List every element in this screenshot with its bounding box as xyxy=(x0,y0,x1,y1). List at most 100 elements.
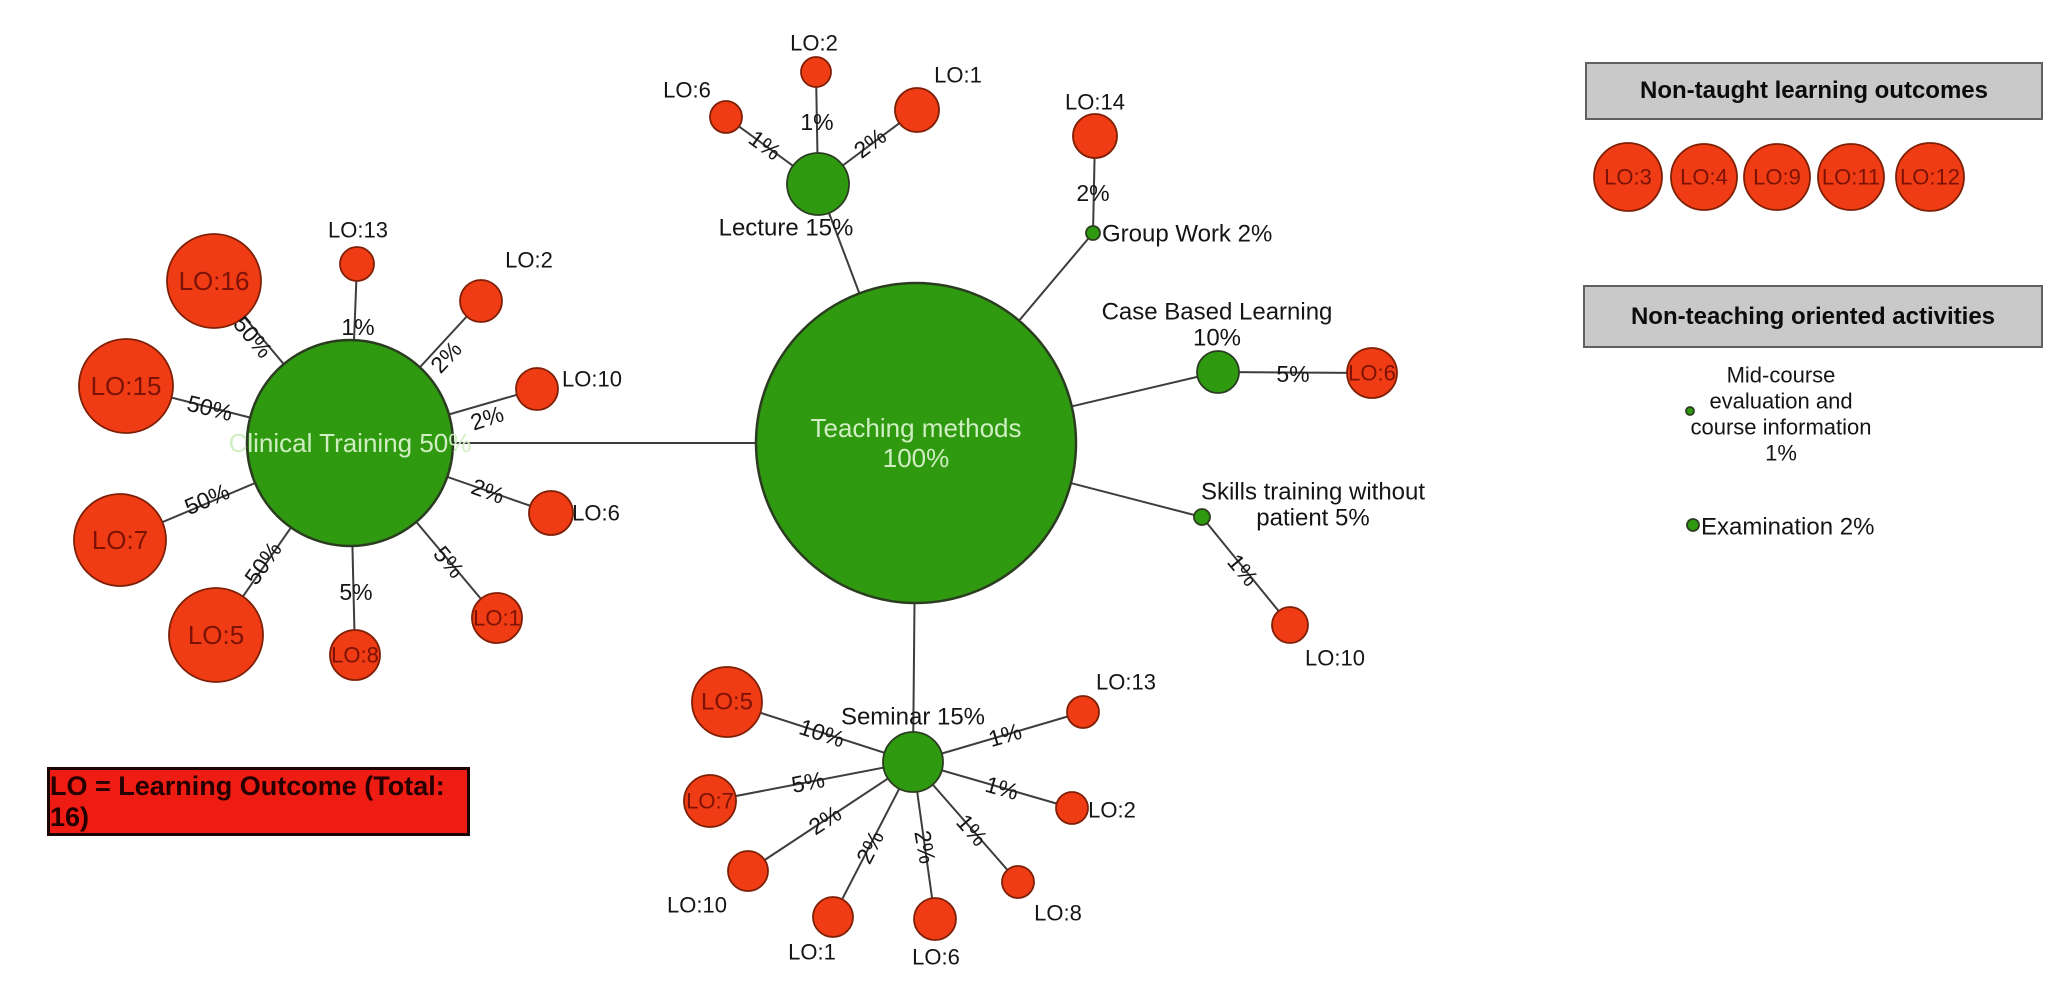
legend-box: LO = Learning Outcome (Total: 16) xyxy=(47,767,470,836)
non-teaching-title: Non-teaching oriented activities xyxy=(1630,302,1996,330)
node-nt3-label: LO:3 xyxy=(1604,165,1652,190)
node-cbl-label: Case Based Learning xyxy=(1102,299,1333,326)
legend-text: LO = Learning Outcome (Total: 16) xyxy=(50,770,445,832)
node-m1-circle xyxy=(812,896,854,938)
node-nt3-circle xyxy=(1593,142,1663,212)
edge-seminar-m13-label: 1% xyxy=(985,718,1024,752)
node-c6-circle xyxy=(528,490,574,536)
edge-seminar-m10-line xyxy=(747,761,914,872)
node-m7-label: LO:7 xyxy=(686,789,734,814)
node-c5-circle xyxy=(168,587,264,683)
node-m13-label: LO:13 xyxy=(1096,670,1156,695)
edge-ct-c10-label: 2% xyxy=(467,400,507,435)
edge-seminar-m1-label: 2% xyxy=(851,826,889,867)
edge-ct-c2-label: 2% xyxy=(425,336,467,378)
node-cbl-label: 10% xyxy=(1193,325,1241,352)
edge-ct-c7-label: 50% xyxy=(181,478,234,520)
node-l1-label: LO:1 xyxy=(934,63,982,88)
node-c16-label: LO:16 xyxy=(179,266,250,296)
node-nt12-label: LO:12 xyxy=(1900,165,1960,190)
node-tm-label: Teaching methods xyxy=(810,413,1021,443)
node-nt11-label: LO:11 xyxy=(1822,165,1880,190)
node-nt4-label: LO:4 xyxy=(1680,165,1728,190)
node-m6-circle xyxy=(913,897,957,941)
node-tm-label: 100% xyxy=(883,443,950,473)
node-c10-label: LO:10 xyxy=(562,367,622,392)
node-c2-circle xyxy=(459,279,503,323)
node-lo14-label: LO:14 xyxy=(1065,90,1125,115)
node-tm-circle xyxy=(754,281,1078,605)
node-m10-label: LO:10 xyxy=(667,893,727,918)
node-middot-label: evaluation and xyxy=(1709,389,1852,414)
node-c1-label: LO:1 xyxy=(473,606,521,631)
edge-seminar-m7-label: 5% xyxy=(789,766,827,798)
node-s10-circle xyxy=(1271,606,1309,644)
node-seminar-label: Seminar 15% xyxy=(841,704,985,731)
node-nt9-label: LO:9 xyxy=(1753,165,1801,190)
node-lo14-circle xyxy=(1072,113,1118,159)
node-middot-circle xyxy=(1685,406,1695,416)
edge-ct-c6-label: 2% xyxy=(468,473,508,509)
edge-skills-s10-line xyxy=(1201,516,1291,626)
node-lecture-label: Lecture 15% xyxy=(719,215,854,242)
edge-seminar-m7-line xyxy=(709,761,914,802)
node-nt11-circle xyxy=(1817,143,1885,211)
node-c8-circle xyxy=(329,629,381,681)
edge-seminar-m10-label: 2% xyxy=(804,800,846,840)
node-ct-label: Clinical Training 50% xyxy=(229,428,472,458)
edge-lecture-l6-label: 1% xyxy=(744,125,786,166)
edge-lo14-groupwork-label: 2% xyxy=(1076,180,1109,206)
node-c13-label: LO:13 xyxy=(328,218,388,243)
node-m5-circle xyxy=(691,666,763,738)
edge-ct-c15-label: 50% xyxy=(185,390,236,426)
node-s10-label: LO:10 xyxy=(1305,646,1365,671)
non-taught-title: Non-taught learning outcomes xyxy=(1640,77,1988,104)
node-middot-label: Mid-course xyxy=(1727,363,1836,388)
node-c8-label: LO:8 xyxy=(331,643,379,668)
node-c6-label: LO:6 xyxy=(572,501,620,526)
node-seminar-circle xyxy=(882,731,944,793)
edge-ct-c13-label: 1% xyxy=(341,314,374,340)
node-c7-circle xyxy=(73,493,167,587)
node-examdot-circle xyxy=(1686,518,1700,532)
node-c7-label: LO:7 xyxy=(92,525,148,555)
edge-seminar-m2-label: 1% xyxy=(982,771,1021,805)
node-groupwork-label: Group Work 2% xyxy=(1102,221,1272,248)
node-m6-label: LO:6 xyxy=(912,945,960,970)
node-m8-label: LO:8 xyxy=(1034,901,1082,926)
node-c1-circle xyxy=(471,592,523,644)
node-c15-label: LO:15 xyxy=(91,371,162,401)
node-c5-label: LO:5 xyxy=(188,620,244,650)
node-skills-circle xyxy=(1193,508,1211,526)
node-c15-circle xyxy=(78,338,174,434)
node-groupwork-circle xyxy=(1085,225,1101,241)
node-m5-label: LO:5 xyxy=(701,689,753,716)
node-cb6-label: LO:6 xyxy=(1348,361,1396,386)
node-nt4-circle xyxy=(1670,143,1738,211)
node-l1-circle xyxy=(894,87,940,133)
node-c13-circle xyxy=(339,246,375,282)
non-taught-header: Non-taught learning outcomes xyxy=(1585,62,2043,120)
edge-lecture-l2-label: 1% xyxy=(800,109,833,135)
node-nt9-circle xyxy=(1743,143,1811,211)
node-examdot-label: Examination 2% xyxy=(1701,514,1874,541)
node-l2-circle xyxy=(800,56,832,88)
node-ct-circle xyxy=(245,338,455,548)
node-c10-circle xyxy=(515,367,559,411)
node-m10-circle xyxy=(727,850,769,892)
edge-cbl-cb6-label: 5% xyxy=(1276,361,1309,387)
node-m13-circle xyxy=(1066,695,1100,729)
node-m1-label: LO:1 xyxy=(788,940,836,965)
node-middot-label: course information xyxy=(1691,415,1872,440)
node-cb6-circle xyxy=(1346,347,1398,399)
node-skills-label: Skills training without xyxy=(1201,479,1425,506)
node-skills-label: patient 5% xyxy=(1256,505,1369,532)
node-cbl-circle xyxy=(1196,350,1240,394)
edge-ct-c8-label: 5% xyxy=(339,579,372,605)
node-l6-circle xyxy=(709,100,743,134)
non-teaching-header: Non-teaching oriented activities xyxy=(1583,285,2043,348)
node-m8-circle xyxy=(1001,865,1035,899)
node-m2-circle xyxy=(1055,791,1089,825)
node-l6-label: LO:6 xyxy=(663,78,711,103)
